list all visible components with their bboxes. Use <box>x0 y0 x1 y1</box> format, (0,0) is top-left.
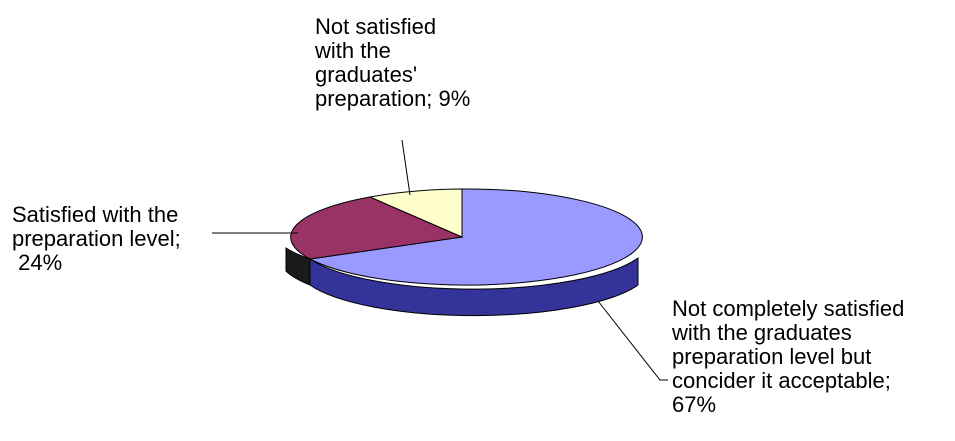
label-not-satisfied: Not satisfied with the graduates' prepar… <box>315 14 471 111</box>
label-not-completely-satisfied: Not completely satisfied with the gradua… <box>672 296 905 417</box>
leader-line-not-satisfied <box>401 139 411 196</box>
pie-slice-satisfied <box>290 196 464 260</box>
leader-line-not-completely-satisfied <box>597 300 668 381</box>
pie-slice-not-completely-satisfied <box>308 188 643 286</box>
pie-slice-not-satisfied <box>368 188 463 238</box>
pie-slice-side-satisfied <box>285 247 311 286</box>
pie-slice-side-not-completely-satisfied <box>309 257 639 317</box>
label-satisfied: Satisfied with the preparation level; 24… <box>12 202 181 275</box>
